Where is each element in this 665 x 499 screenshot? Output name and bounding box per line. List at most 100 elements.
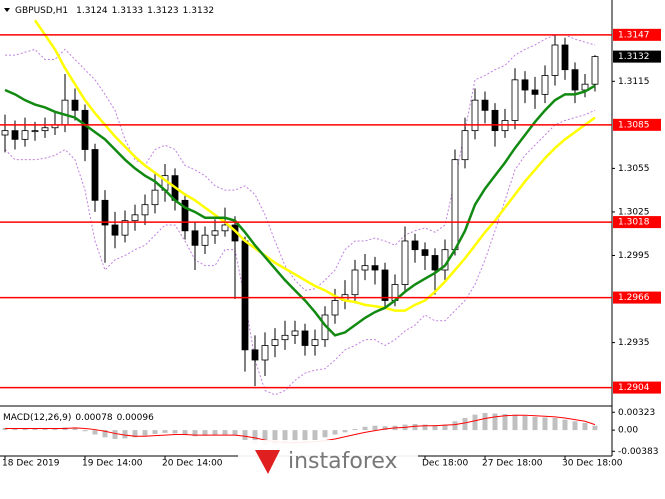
- macd-bar: [312, 430, 318, 441]
- candle-body: [151, 189, 159, 206]
- macd-bar: [362, 426, 368, 431]
- candle-body: [351, 269, 359, 296]
- candle-body: [361, 265, 369, 271]
- candle-body: [521, 79, 529, 91]
- candle-body: [531, 89, 539, 95]
- macd-bar: [432, 425, 438, 431]
- macd-bar: [242, 430, 248, 441]
- macd-bar: [482, 412, 488, 431]
- candle-body: [541, 75, 549, 95]
- level-label-box: [613, 28, 661, 41]
- candle-body: [401, 240, 409, 285]
- candle-body: [21, 130, 29, 140]
- macd-bar: [142, 430, 148, 436]
- candle-body: [41, 127, 49, 132]
- candle-body: [471, 99, 479, 132]
- candle-body: [421, 249, 429, 256]
- x-tick-label: 27 Dec 18:00: [482, 459, 543, 469]
- macd-bar: [332, 430, 338, 435]
- macd-bar: [462, 417, 468, 431]
- symbol: GBPUSD,H1: [15, 6, 68, 16]
- watermark: instaforex: [288, 449, 398, 474]
- y-tick-label: 1.3115: [618, 77, 650, 87]
- macd-bar: [502, 414, 508, 431]
- macd-bar: [372, 425, 378, 431]
- ohlc-value: 1.3133: [112, 6, 144, 16]
- macd-value: 0.00078: [75, 413, 112, 423]
- candle-body: [101, 199, 109, 226]
- macd-bar: [212, 430, 218, 436]
- level-label: 1.2904: [618, 383, 650, 393]
- candle-body: [81, 109, 89, 150]
- macd-bar: [292, 430, 298, 443]
- candle-body: [241, 240, 249, 351]
- candle-body: [551, 44, 559, 76]
- macd-bar: [412, 424, 418, 431]
- macd-label: MACD(12,26,9) 0.00078 0.00096: [3, 413, 154, 423]
- candle-body: [71, 99, 79, 111]
- macd-bar: [492, 413, 498, 431]
- candle-body: [91, 149, 99, 201]
- candle-body: [201, 234, 209, 246]
- macd-bar: [182, 430, 188, 436]
- candle-body: [111, 224, 119, 236]
- macd-bar: [112, 430, 118, 439]
- candle-body: [191, 230, 199, 246]
- candle-body: [281, 334, 289, 341]
- candle-body: [331, 300, 339, 316]
- macd-bar: [262, 430, 268, 446]
- macd-bar: [532, 416, 538, 431]
- candle-body: [591, 56, 599, 85]
- macd-bar: [322, 430, 328, 438]
- macd-bar: [562, 419, 568, 431]
- macd-bar: [582, 422, 588, 431]
- ohlc-value: 1.3124: [76, 6, 108, 16]
- moving-average: [33, 19, 596, 312]
- candle-body: [431, 255, 439, 271]
- moving-average: [4, 84, 596, 337]
- candle-body: [291, 330, 299, 336]
- chart-title: GBPUSD,H1 1.3124 1.3133 1.3123 1.3132: [15, 6, 214, 16]
- macd-bar: [92, 430, 98, 435]
- macd-name: MACD(12,26,9): [3, 413, 71, 423]
- candle-body: [451, 159, 459, 251]
- macd-bar: [552, 417, 558, 431]
- watermark-logo: [255, 450, 280, 474]
- macd-bar: [102, 430, 108, 438]
- macd-bar: [72, 427, 78, 431]
- header-arrow: [4, 8, 10, 12]
- macd-bar: [132, 430, 138, 438]
- macd-bar: [282, 430, 288, 444]
- macd-bar: [42, 429, 48, 431]
- macd-bar: [272, 430, 278, 446]
- macd-bar: [422, 424, 428, 431]
- ohlc-value: 1.3132: [183, 6, 215, 16]
- candle-body: [581, 83, 589, 91]
- y-tick-label: 1.2995: [618, 251, 650, 261]
- level-label: 1.2966: [618, 293, 650, 303]
- candle-body: [1, 130, 9, 136]
- candle-body: [411, 240, 419, 251]
- band-line: [5, 34, 596, 291]
- macd-bar: [162, 430, 168, 433]
- macd-bar: [382, 426, 388, 431]
- candle-body: [381, 269, 389, 301]
- macd-bar: [52, 428, 58, 431]
- candle-body: [271, 339, 279, 346]
- candle-body: [61, 99, 69, 126]
- candle-body: [371, 265, 379, 271]
- candle-body: [131, 214, 139, 222]
- x-tick-label: 19 Dec 14:00: [82, 459, 143, 469]
- macd-bar: [442, 424, 448, 431]
- candle-body: [221, 224, 229, 232]
- level-label-box: [613, 216, 661, 229]
- macd-bar: [152, 430, 158, 434]
- macd-bar: [522, 415, 528, 431]
- candle-body: [31, 130, 39, 133]
- candle-body: [311, 339, 319, 346]
- macd-bar: [452, 421, 458, 431]
- candle-body: [561, 44, 569, 71]
- candle-body: [211, 230, 219, 236]
- candle-body: [301, 330, 309, 346]
- candle-body: [261, 345, 269, 361]
